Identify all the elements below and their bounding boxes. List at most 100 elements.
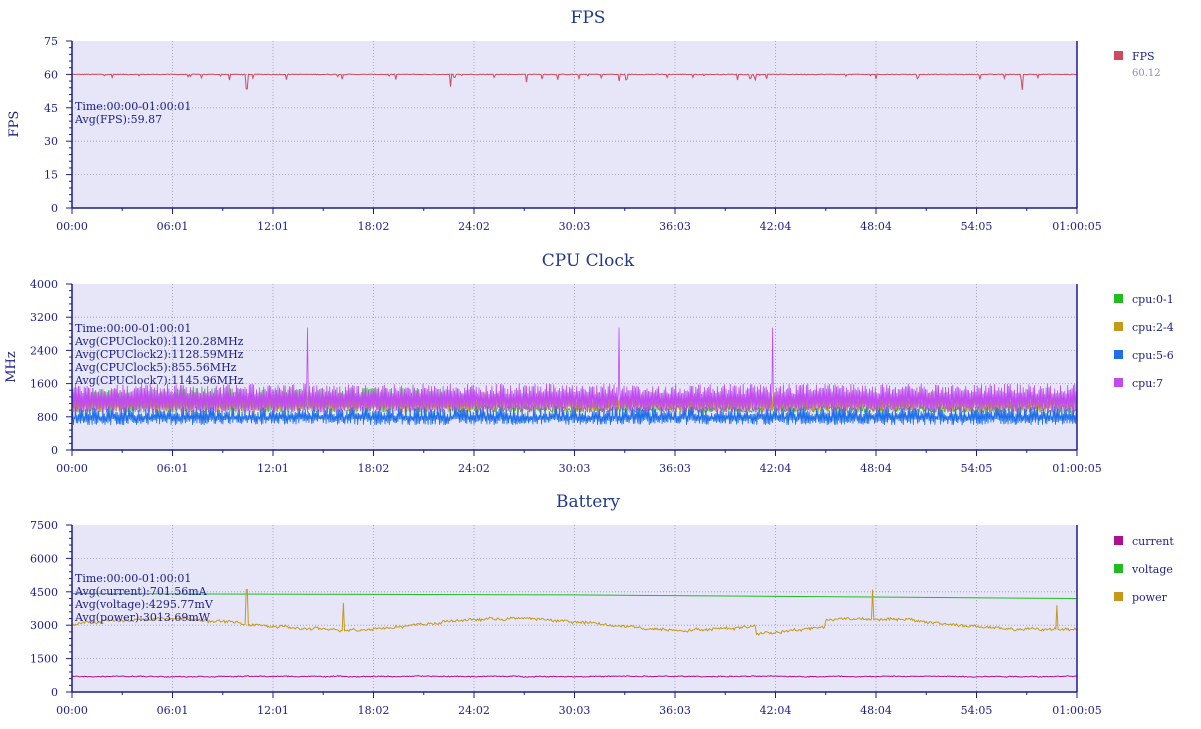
x-tick-label: 18:02 bbox=[358, 462, 390, 475]
battery-annotation-line: Avg(current):701.56mA bbox=[74, 585, 208, 598]
cpu-legend-swatch bbox=[1114, 350, 1123, 359]
battery-annotation: Time:00:00-01:00:01 Avg(current):701.56m… bbox=[74, 572, 214, 624]
x-tick-label: 01:00:05 bbox=[1052, 704, 1101, 717]
cpu-annotation: Time:00:00-01:00:01 Avg(CPUClock0):1120.… bbox=[74, 322, 244, 387]
series-line-cpu-5-6 bbox=[71, 406, 1078, 426]
cpu-chart-title: CPU Clock bbox=[542, 251, 635, 271]
y-tick-label: 4500 bbox=[30, 586, 58, 599]
x-tick-label: 24:02 bbox=[458, 704, 490, 717]
y-tick-label: 4000 bbox=[30, 278, 58, 291]
cpu-annotation-line: Avg(CPUClock2):1128.59MHz bbox=[74, 348, 244, 361]
fps-series-layer bbox=[72, 73, 1078, 91]
series-line-fps bbox=[72, 73, 1078, 91]
x-tick-label: 48:04 bbox=[860, 462, 892, 475]
fps-axes: 0 15 30 45 60 75 00:00 06:01 12:01 18:02 24:02 30:0… bbox=[44, 35, 1102, 233]
y-tick-label: 75 bbox=[44, 35, 58, 48]
x-tick-label: 18:02 bbox=[358, 220, 390, 233]
fps-legend: FPS 60.12 bbox=[1114, 50, 1161, 79]
y-tick-label: 0 bbox=[51, 444, 58, 457]
fps-legend-label: FPS bbox=[1132, 50, 1155, 63]
x-tick-label: 06:01 bbox=[157, 462, 189, 475]
x-tick-label: 30:03 bbox=[559, 704, 591, 717]
y-tick-label: 3200 bbox=[30, 311, 58, 324]
x-tick-label: 48:04 bbox=[860, 220, 892, 233]
fps-annotation-line: Avg(FPS):59.87 bbox=[74, 113, 162, 126]
series-line-power bbox=[71, 589, 1077, 636]
x-tick-label: 06:01 bbox=[157, 704, 189, 717]
battery-legend: current voltage power bbox=[1114, 535, 1174, 604]
x-tick-label: 54:05 bbox=[961, 462, 993, 475]
cpu-legend-label: cpu:2-4 bbox=[1132, 321, 1174, 334]
x-tick-label: 01:00:05 bbox=[1052, 462, 1101, 475]
x-tick-label: 48:04 bbox=[860, 704, 892, 717]
battery-panel: Battery 0 1500 3000 4500 6000 7500 00:00 06:01 1… bbox=[30, 492, 1174, 717]
cpu-legend-swatch bbox=[1114, 322, 1123, 331]
series-line-voltage bbox=[71, 593, 1078, 599]
battery-legend-label: voltage bbox=[1131, 563, 1173, 576]
x-tick-label: 36:03 bbox=[659, 704, 691, 717]
cpu-annotation-line: Avg(CPUClock5):855.56MHz bbox=[74, 361, 237, 374]
fps-y-axis-label: FPS bbox=[7, 111, 22, 138]
fps-panel: FPS 0 15 30 45 60 75 00:00 06:01 12:01 18:02 24:02… bbox=[7, 8, 1161, 233]
cpu-annotation-line: Time:00:00-01:00:01 bbox=[75, 322, 191, 335]
x-tick-label: 00:00 bbox=[56, 704, 88, 717]
x-tick-label: 42:04 bbox=[760, 220, 792, 233]
battery-legend-label: current bbox=[1132, 535, 1174, 548]
cpu-legend-swatch bbox=[1114, 378, 1123, 387]
battery-series-layer bbox=[71, 589, 1078, 678]
x-tick-label: 54:05 bbox=[961, 704, 993, 717]
x-tick-label: 24:02 bbox=[458, 462, 490, 475]
fps-annotation-line: Time:00:00-01:00:01 bbox=[75, 100, 191, 113]
x-tick-label: 12:01 bbox=[257, 704, 289, 717]
battery-annotation-line: Avg(voltage):4295.77mV bbox=[74, 598, 214, 611]
y-tick-label: 2400 bbox=[30, 344, 58, 357]
battery-gridlines bbox=[72, 525, 1077, 692]
x-tick-label: 42:04 bbox=[760, 462, 792, 475]
x-tick-label: 30:03 bbox=[559, 220, 591, 233]
fps-annotation: Time:00:00-01:00:01 Avg(FPS):59.87 bbox=[74, 100, 191, 126]
x-tick-label: 24:02 bbox=[458, 220, 490, 233]
battery-chart-title: Battery bbox=[556, 492, 620, 512]
x-tick-label: 01:00:05 bbox=[1052, 220, 1101, 233]
x-tick-label: 36:03 bbox=[659, 220, 691, 233]
cpu-legend-label: cpu:7 bbox=[1132, 377, 1163, 390]
x-tick-label: 42:04 bbox=[760, 704, 792, 717]
cpu-legend-swatch bbox=[1114, 294, 1123, 303]
y-tick-label: 3000 bbox=[30, 619, 58, 632]
y-tick-label: 60 bbox=[44, 68, 58, 81]
y-tick-label: 45 bbox=[44, 102, 58, 115]
series-line-current bbox=[71, 675, 1078, 678]
fps-chart-title: FPS bbox=[571, 8, 606, 28]
cpu-annotation-line: Avg(CPUClock0):1120.28MHz bbox=[74, 335, 244, 348]
y-tick-label: 0 bbox=[51, 686, 58, 699]
x-tick-label: 54:05 bbox=[961, 220, 993, 233]
fps-legend-value: 60.12 bbox=[1132, 68, 1161, 79]
cpu-legend-label: cpu:5-6 bbox=[1132, 349, 1174, 362]
x-tick-label: 00:00 bbox=[56, 462, 88, 475]
y-tick-label: 800 bbox=[37, 411, 58, 424]
y-tick-label: 6000 bbox=[30, 552, 58, 565]
cpu-panel: CPU Clock 0 800 1600 2400 3200 4000 00:00 06:01… bbox=[4, 251, 1174, 475]
x-tick-label: 06:01 bbox=[157, 220, 189, 233]
cpu-legend: cpu:0-1 cpu:2-4 cpu:5-6 cpu:7 bbox=[1114, 293, 1174, 390]
cpu-y-axis-label: MHz bbox=[4, 351, 19, 383]
battery-axes: 0 1500 3000 4500 6000 7500 00:00 06:01 12:01 18:0… bbox=[30, 519, 1102, 717]
y-tick-label: 30 bbox=[44, 135, 58, 148]
y-tick-label: 15 bbox=[44, 169, 58, 182]
battery-annotation-line: Avg(power):3013.69mW bbox=[74, 611, 211, 624]
y-tick-label: 1500 bbox=[30, 653, 58, 666]
battery-legend-swatch bbox=[1114, 592, 1123, 601]
battery-legend-label: power bbox=[1132, 591, 1168, 604]
battery-legend-swatch bbox=[1114, 564, 1123, 573]
x-tick-label: 18:02 bbox=[358, 704, 390, 717]
fps-legend-swatch bbox=[1114, 51, 1123, 60]
battery-legend-swatch bbox=[1114, 536, 1123, 545]
y-tick-label: 1600 bbox=[30, 378, 58, 391]
cpu-annotation-line: Avg(CPUClock7):1145.96MHz bbox=[74, 374, 244, 387]
cpu-series-layer bbox=[71, 327, 1078, 426]
cpu-legend-label: cpu:0-1 bbox=[1132, 293, 1174, 306]
x-tick-label: 12:01 bbox=[257, 220, 289, 233]
battery-annotation-line: Time:00:00-01:00:01 bbox=[75, 572, 191, 585]
y-tick-label: 7500 bbox=[30, 519, 58, 532]
